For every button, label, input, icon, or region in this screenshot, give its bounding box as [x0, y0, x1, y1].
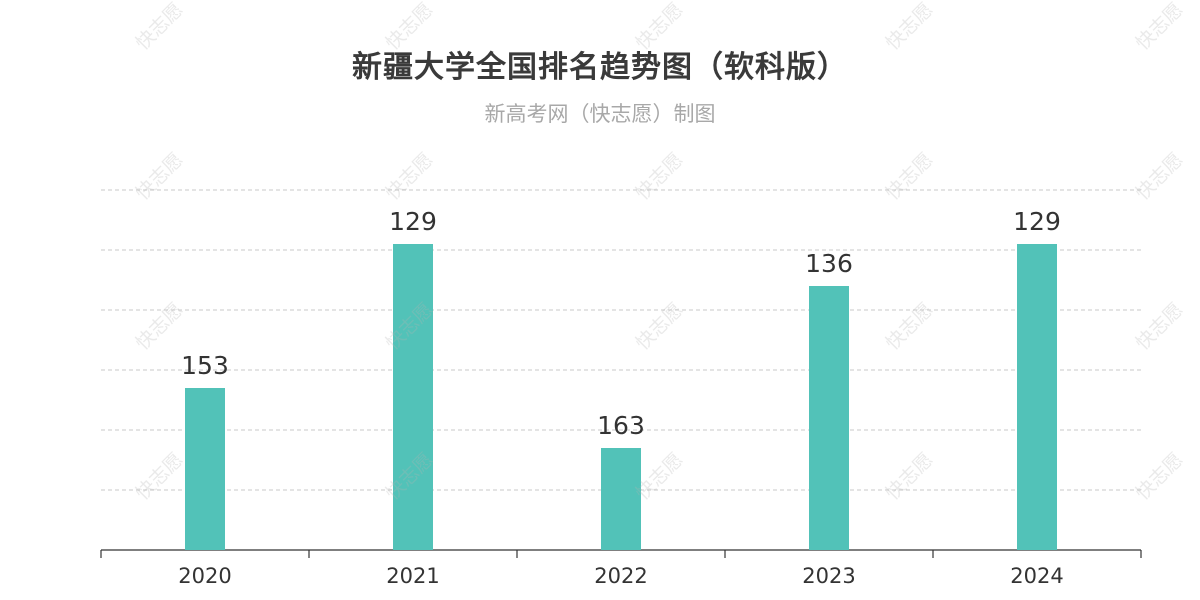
x-tick-label-2020: 2020: [178, 564, 231, 588]
chart-title: 新疆大学全国排名趋势图（软科版）: [352, 50, 848, 85]
x-tick-label-2024: 2024: [1010, 564, 1063, 588]
x-tick-label-2022: 2022: [594, 564, 647, 588]
data-label-2020: 153: [181, 351, 229, 380]
bar-2023: [809, 286, 849, 550]
bar-2020: [185, 388, 225, 550]
data-label-2024: 129: [1013, 207, 1061, 236]
bar-2021: [393, 244, 433, 550]
data-label-2022: 163: [597, 411, 645, 440]
bar-2024: [1017, 244, 1057, 550]
chart-subtitle: 新高考网（快志愿）制图: [484, 102, 716, 126]
x-tick-label-2023: 2023: [802, 564, 855, 588]
x-tick-label-2021: 2021: [386, 564, 439, 588]
data-label-2021: 129: [389, 207, 437, 236]
data-label-2023: 136: [805, 249, 853, 278]
bar-2022: [601, 448, 641, 550]
